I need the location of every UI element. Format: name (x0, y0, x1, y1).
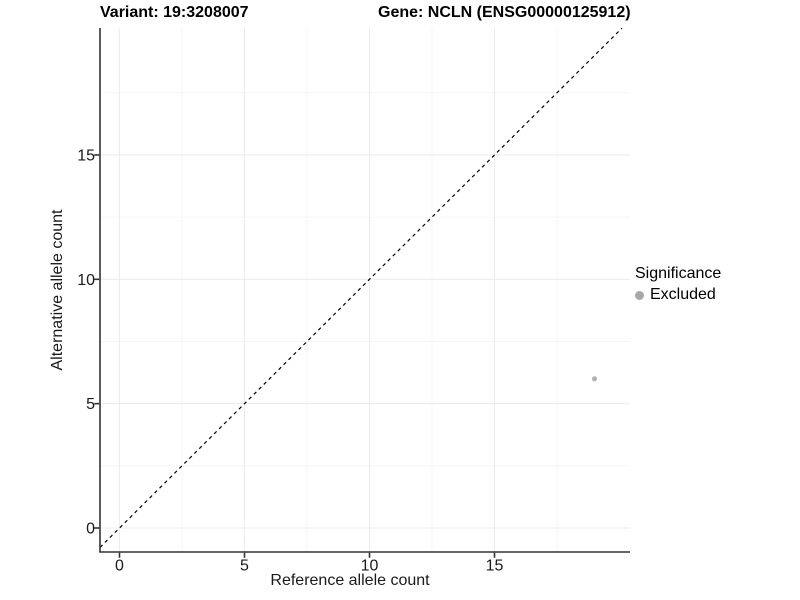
x-tick-label: 10 (361, 558, 379, 575)
x-tick-label: 0 (115, 558, 124, 575)
legend: Significance Excluded (635, 265, 721, 305)
x-tick-label: 15 (486, 558, 504, 575)
variant-title: Variant: 19:3208007 (100, 4, 249, 21)
legend-point-icon (635, 290, 644, 300)
axis-lines (99, 28, 630, 553)
y-tick-label: 5 (86, 396, 95, 413)
y-tick-label: 0 (86, 521, 95, 538)
data-point (591, 376, 598, 382)
gene-title: Gene: NCLN (ENSG00000125912) (378, 4, 631, 21)
y-tick-label: 15 (77, 147, 95, 164)
legend-item-label: Excluded (650, 286, 716, 303)
legend-title: Significance (635, 265, 722, 282)
y-axis-title: Alternative allele count (49, 209, 66, 371)
identity-dashed-line (99, 27, 623, 548)
x-axis-title: Reference allele count (270, 572, 430, 589)
legend-item: Excluded (635, 285, 721, 305)
x-tick-label: 5 (240, 558, 249, 575)
y-tick-label: 10 (77, 272, 95, 289)
